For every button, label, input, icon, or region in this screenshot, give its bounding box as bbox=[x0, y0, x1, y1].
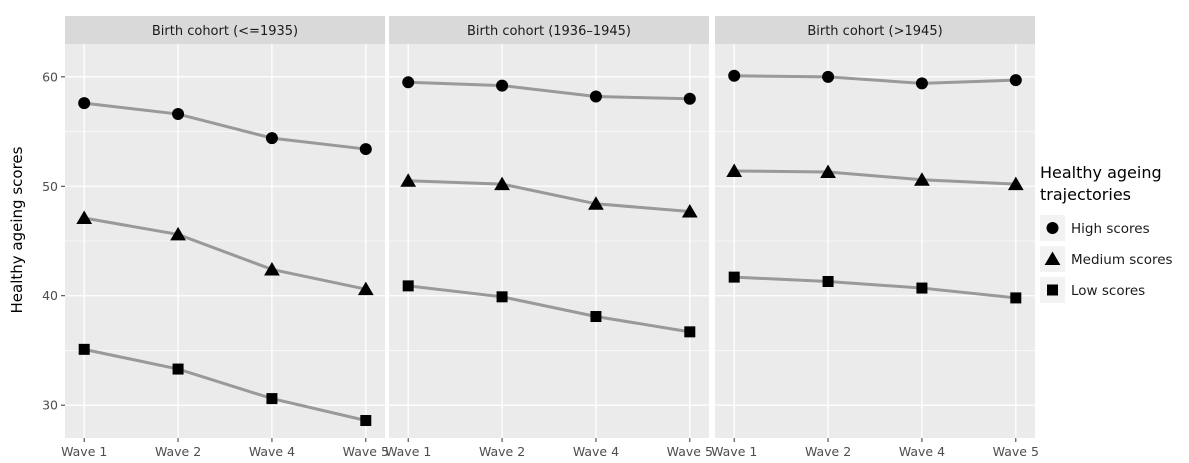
y-tick-label: 50 bbox=[42, 179, 58, 194]
series-line bbox=[408, 179, 690, 213]
series-high-scores bbox=[78, 97, 372, 156]
data-point bbox=[78, 343, 90, 355]
legend-entry: High scores bbox=[1040, 215, 1150, 241]
legend-label: High scores bbox=[1071, 221, 1150, 237]
x-tick-label: Wave 2 bbox=[155, 444, 201, 459]
data-point bbox=[1010, 292, 1022, 304]
data-point bbox=[402, 76, 415, 89]
panel-title: Birth cohort (>1945) bbox=[807, 24, 942, 39]
y-tick-label: 60 bbox=[42, 69, 58, 84]
x-tick-label: Wave 1 bbox=[61, 444, 107, 459]
data-point bbox=[683, 92, 696, 105]
data-point bbox=[172, 363, 184, 375]
data-point bbox=[915, 77, 928, 90]
y-axis-title: Healthy ageing scores bbox=[8, 146, 26, 313]
data-point bbox=[496, 79, 509, 92]
x-tick-label: Wave 2 bbox=[479, 444, 525, 459]
panel-strip bbox=[715, 16, 1035, 44]
data-point bbox=[172, 108, 185, 121]
legend-title-line: trajectories bbox=[1040, 185, 1131, 204]
series-medium-scores bbox=[76, 210, 374, 296]
x-tick-label: Wave 1 bbox=[385, 444, 431, 459]
series-line bbox=[734, 275, 1016, 300]
data-point bbox=[494, 176, 510, 191]
series-line bbox=[83, 347, 367, 422]
legend-title-line: Healthy ageing bbox=[1040, 163, 1162, 182]
y-tick-label: 40 bbox=[42, 288, 58, 303]
series-line bbox=[408, 284, 691, 334]
panel-1: Birth cohort (<=1935) Wave 1 Wave 2 Wave 4 W… bbox=[61, 16, 389, 459]
series-medium-scores bbox=[400, 173, 698, 218]
series-line bbox=[83, 216, 367, 291]
data-point bbox=[916, 282, 928, 294]
legend-entry: Medium scores bbox=[1040, 246, 1173, 272]
data-point bbox=[588, 196, 604, 210]
panel-title: Birth cohort (<=1935) bbox=[152, 24, 298, 39]
series-low-scores bbox=[728, 271, 1022, 304]
series-line bbox=[734, 74, 1016, 85]
data-point bbox=[357, 281, 374, 296]
panel-strip bbox=[389, 16, 709, 44]
x-tick-label: Wave 4 bbox=[249, 444, 295, 459]
x-tick-label: Wave 2 bbox=[805, 444, 851, 459]
series-high-scores bbox=[728, 69, 1022, 90]
data-point bbox=[265, 132, 278, 145]
data-point bbox=[728, 69, 741, 82]
legend-marker-circle bbox=[1046, 222, 1059, 234]
y-axis: 30 40 50 60 bbox=[42, 69, 65, 413]
panel-2: Birth cohort (1936–1945) Wave 1 Wave 2 Wave… bbox=[385, 16, 713, 459]
data-point bbox=[400, 173, 417, 187]
data-point bbox=[359, 143, 372, 156]
data-point bbox=[78, 97, 91, 110]
legend-entry: Low scores bbox=[1040, 277, 1145, 303]
x-tick-label: Wave 4 bbox=[899, 444, 945, 459]
legend-label: Medium scores bbox=[1071, 252, 1173, 268]
legend-label: Low scores bbox=[1071, 283, 1145, 299]
series-line bbox=[408, 80, 690, 101]
data-point bbox=[1009, 74, 1022, 87]
panels: Birth cohort (<=1935) Wave 1 Wave 2 Wave 4 W… bbox=[61, 16, 1039, 459]
data-point bbox=[681, 203, 698, 218]
series-line bbox=[84, 101, 366, 151]
x-tick-label: Wave 4 bbox=[573, 444, 619, 459]
data-point bbox=[728, 271, 740, 283]
data-point bbox=[914, 172, 930, 186]
series-medium-scores bbox=[726, 163, 1024, 191]
data-point bbox=[822, 275, 834, 287]
legend-marker-triangle bbox=[1044, 251, 1061, 265]
data-point bbox=[820, 164, 836, 179]
data-point bbox=[589, 90, 602, 103]
series-low-scores bbox=[78, 343, 372, 426]
data-point bbox=[726, 163, 743, 177]
series-low-scores bbox=[402, 280, 696, 338]
data-point bbox=[264, 261, 280, 276]
series-line bbox=[734, 169, 1016, 186]
data-point bbox=[822, 70, 835, 83]
data-point bbox=[170, 226, 186, 241]
series-high-scores bbox=[402, 76, 696, 105]
x-tick-label: Wave 1 bbox=[711, 444, 757, 459]
x-tick-label: Wave 5 bbox=[343, 444, 389, 459]
y-tick-label: 30 bbox=[42, 398, 58, 413]
data-point bbox=[266, 393, 278, 405]
data-point bbox=[590, 311, 602, 323]
panel-3: Birth cohort (>1945) Wave 1 Wave 2 Wave 4 Wa… bbox=[711, 16, 1039, 459]
legend-title: Healthy ageing trajectories bbox=[1040, 163, 1162, 204]
panel-strip bbox=[65, 16, 385, 44]
data-point bbox=[684, 326, 696, 338]
data-point bbox=[1007, 176, 1024, 191]
panel-title: Birth cohort (1936–1945) bbox=[467, 24, 631, 39]
data-point bbox=[402, 280, 414, 292]
data-point bbox=[76, 210, 93, 225]
x-tick-label: Wave 5 bbox=[667, 444, 713, 459]
data-point bbox=[496, 291, 508, 303]
data-point bbox=[360, 414, 372, 426]
legend-marker-square bbox=[1047, 284, 1058, 296]
x-tick-label: Wave 5 bbox=[993, 444, 1039, 459]
legend: Healthy ageing trajectories High scores Med… bbox=[1040, 163, 1173, 303]
